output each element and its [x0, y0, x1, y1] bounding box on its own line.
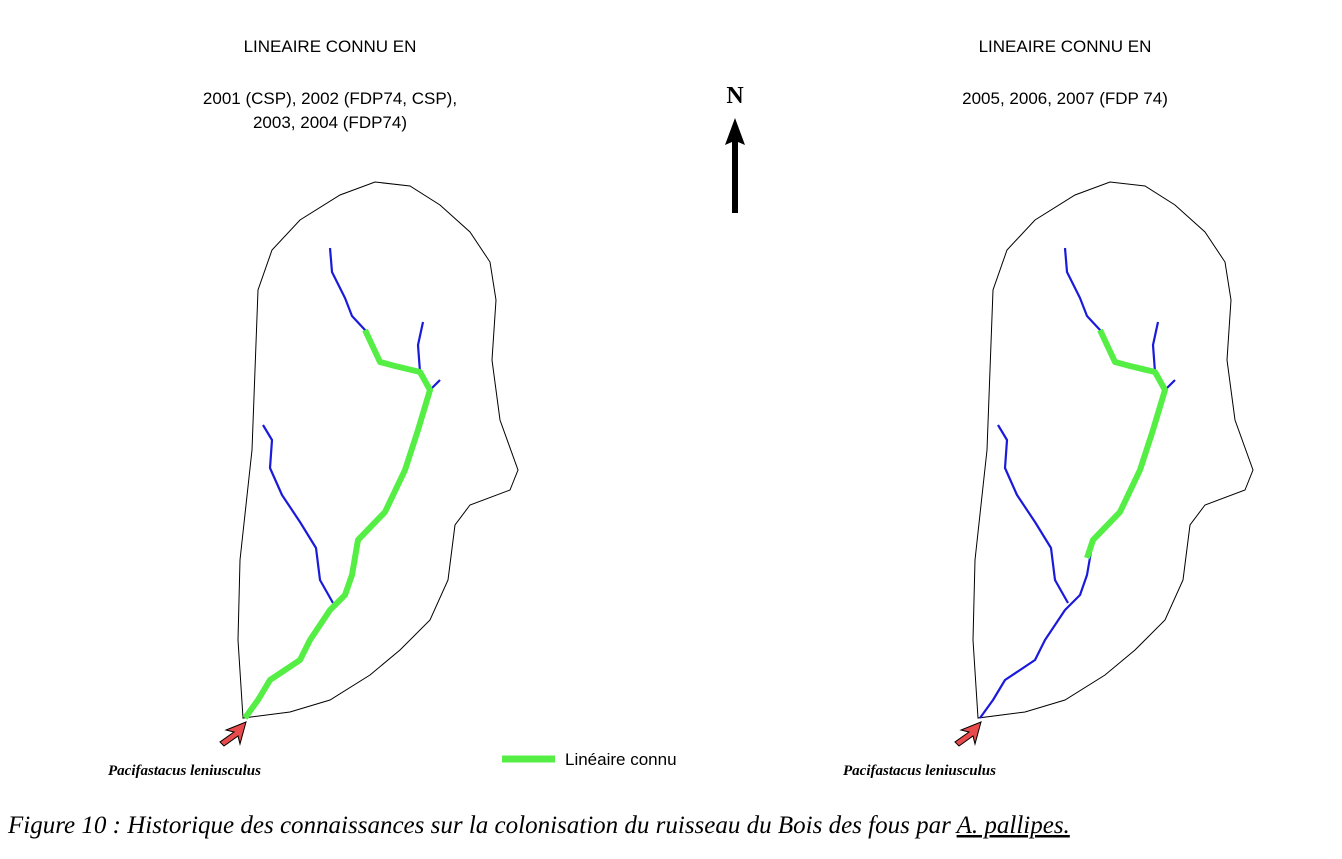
species-arrow [954, 721, 982, 747]
panel-years: 2005, 2006, 2007 (FDP 74) [962, 89, 1168, 108]
species-arrow [219, 721, 247, 747]
streams [243, 246, 442, 720]
legend-label: Linéaire connu [565, 750, 677, 769]
caption: Figure 10 : Historique des connaissances… [7, 812, 1070, 839]
known-stretch [1084, 328, 1168, 559]
panel-heading: LINEAIRE CONNU EN [244, 37, 417, 56]
panel-years: 2003, 2004 (FDP74) [253, 113, 407, 132]
caption-text: Figure 10 : Historique des connaissances… [7, 812, 957, 839]
north-arrow [725, 118, 745, 213]
species-label: Pacifastacus leniusculus [108, 763, 261, 779]
watershed-outline [237, 181, 519, 719]
north-label: N [726, 83, 744, 109]
species-label: Pacifastacus leniusculus [843, 763, 996, 779]
panel-heading: LINEAIRE CONNU EN [979, 37, 1152, 56]
watershed-outline [972, 181, 1254, 719]
caption-species: A. pallipes. [955, 812, 1070, 839]
known-stretch [242, 328, 433, 720]
streams [978, 246, 1177, 720]
panel-years: 2001 (CSP), 2002 (FDP74, CSP), [203, 89, 457, 108]
